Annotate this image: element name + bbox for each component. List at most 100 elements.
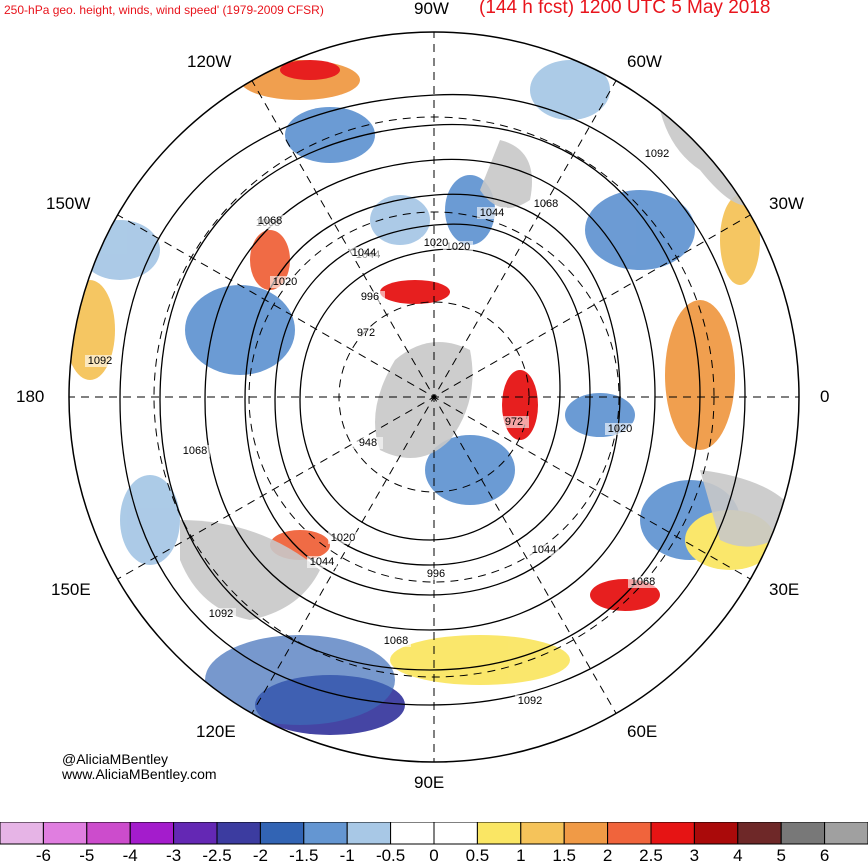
lon-label-30w: 30W [769, 194, 804, 213]
contour-label-bg [255, 215, 285, 227]
colorbar-tick-label: 6 [819, 846, 830, 865]
contour-label: 996 [427, 568, 445, 580]
colorbar-tick-label: -2 [252, 846, 268, 865]
contour-label: 1044 [310, 556, 334, 568]
colorbar-tick-label: -5 [79, 846, 95, 865]
contour-label-bg [180, 445, 210, 457]
lon-label-30e: 30E [769, 580, 800, 599]
contour-label-bg [499, 416, 529, 428]
lon-label-180: 180 [16, 387, 45, 406]
contour-label: 1068 [183, 445, 207, 457]
contour-label-bg [351, 327, 381, 339]
colorbar-tick-label: 0 [429, 846, 439, 865]
colorbar-swatch [42, 822, 88, 845]
colorbar-swatch [563, 822, 609, 845]
colorbar-swatch [303, 822, 348, 845]
title-right: (144 h fcst) 1200 UTC 5 May 2018 [479, 0, 771, 18]
contour-label: 1020 [608, 423, 632, 435]
colorbar-tick-label: -6 [35, 846, 51, 865]
contour-label-bg [531, 198, 561, 210]
map-disk [69, 32, 799, 762]
contour-label-bg [515, 695, 545, 707]
geopotential-height-contours [119, 93, 746, 706]
colorbar-swatch [390, 822, 435, 845]
map-boundary [68, 31, 800, 763]
contour-label: 1044 [352, 247, 376, 259]
colorbar-swatch [346, 822, 392, 845]
colorbar-tick-label: -4 [122, 846, 138, 865]
contour-label: 1092 [518, 695, 542, 707]
contour-label-bg [605, 423, 635, 435]
title-left: 250-hPa geo. height, winds, wind speed' … [4, 3, 324, 17]
colorbar-tick-label: 2.5 [639, 846, 663, 865]
contour-label: 996 [361, 291, 379, 303]
colorbar-swatch [433, 822, 478, 845]
lon-label-120w: 120W [187, 52, 232, 71]
colorbar-tick-label: -3 [166, 846, 182, 865]
colorbar-tick-label: -0.5 [375, 846, 406, 865]
colorbar-swatch [173, 822, 218, 845]
lon-label-90e: 90E [414, 773, 445, 792]
contour-label-bg [307, 556, 337, 568]
colorbar-tick-label: 0.5 [465, 846, 490, 865]
lon-label-60e: 60E [627, 722, 658, 741]
colorbar-swatch [216, 822, 261, 845]
colorbar-tick-label: 5 [776, 846, 786, 865]
colorbar-tick-label: -1 [339, 846, 355, 865]
contour-label: 1092 [645, 148, 669, 160]
lon-label-0: 0 [820, 387, 830, 406]
colorbar-swatch [259, 822, 305, 845]
contour-label-bg [628, 576, 658, 588]
contour-label: 1020 [424, 237, 448, 249]
contour-label-bg [421, 237, 451, 249]
colorbar-swatch [780, 822, 826, 845]
colorbar-swatch [476, 822, 522, 845]
contour-label-bg [206, 608, 236, 620]
colorbar-swatch [693, 822, 739, 845]
meridians [69, 32, 799, 762]
contour-label: 1044 [480, 207, 504, 219]
contour-label: 1068 [534, 198, 558, 210]
contour-label-bg [270, 276, 300, 288]
colorbar-swatch [824, 822, 868, 845]
contour-label-bg [85, 355, 115, 367]
contour-label: 1044 [532, 544, 556, 556]
credit-handle: @AliciaMBentley [62, 751, 169, 767]
contour-label: 1020 [331, 532, 355, 544]
contour-label-bg [529, 544, 559, 556]
credit-website: www.AliciaMBentley.com [62, 766, 217, 782]
contour-label: 1068 [384, 635, 408, 647]
contour-label-bg [421, 568, 451, 580]
lon-label-60w: 60W [627, 52, 662, 71]
lon-label-150w: 150W [46, 194, 91, 213]
colorbar-swatch [129, 822, 175, 845]
contour-label: 948 [359, 437, 377, 449]
colorbar-tick-label: 3 [689, 846, 700, 865]
colorbar-swatch [650, 822, 695, 845]
colorbar-tick-label: 1 [516, 846, 526, 865]
colorbar-swatch [86, 822, 131, 845]
contour-label: 1068 [631, 576, 655, 588]
colorbar-swatch [0, 822, 44, 845]
contour-label-bg [328, 532, 358, 544]
contour-label: 972 [357, 327, 375, 339]
lon-label-90w: 90W [414, 0, 449, 18]
contour-label: 1020 [273, 276, 297, 288]
colorbar-tick-label: -2.5 [202, 846, 232, 865]
colorbar-tick-label: 4 [733, 846, 743, 865]
contour-label-bg [355, 291, 385, 303]
contour-label-bg [477, 207, 507, 219]
lon-label-150e: 150E [51, 580, 91, 599]
colorbar-swatch [607, 822, 652, 845]
contour-label-bg [353, 437, 383, 449]
contour-label: 1092 [88, 355, 112, 367]
contour-label: 972 [505, 416, 523, 428]
colorbar [0, 822, 868, 845]
contour-label-bg [642, 148, 672, 160]
contour-label-bg [349, 247, 379, 259]
colorbar-tick-label: -1.5 [289, 846, 319, 865]
contour-label: 1092 [209, 608, 233, 620]
colorbar-swatch [520, 822, 565, 845]
contour-label: 1068 [258, 215, 282, 227]
